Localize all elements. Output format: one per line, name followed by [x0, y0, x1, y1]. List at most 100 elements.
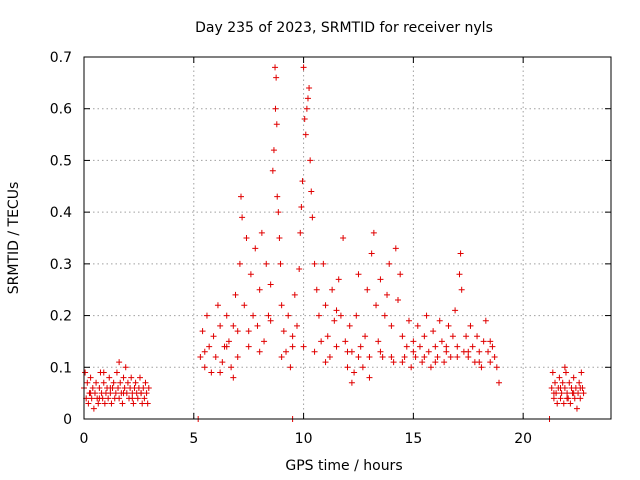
y-tick-label: 0: [63, 412, 72, 428]
data-point: [112, 390, 119, 397]
data-point: [465, 348, 472, 355]
data-point: [408, 364, 415, 371]
data-point: [550, 395, 557, 402]
data-point: [241, 302, 248, 309]
data-point: [110, 379, 117, 386]
data-point: [550, 390, 557, 397]
data-point: [121, 384, 128, 391]
chart-title: Day 235 of 2023, SRMTID for receiver nyl…: [195, 20, 493, 36]
data-point: [115, 384, 122, 391]
data-point: [258, 229, 265, 236]
data-point: [89, 384, 96, 391]
data-point: [392, 245, 399, 252]
data-point: [82, 369, 89, 376]
data-point: [571, 395, 578, 402]
data-point: [116, 395, 123, 402]
data-point: [311, 260, 318, 267]
data-point: [454, 343, 461, 350]
data-point: [230, 322, 237, 329]
data-point: [96, 384, 103, 391]
data-point: [576, 379, 583, 386]
data-point: [203, 312, 210, 319]
data-point: [245, 343, 252, 350]
data-point: [377, 348, 384, 355]
data-point: [129, 395, 136, 402]
data-point: [452, 307, 459, 314]
data-point: [397, 271, 404, 278]
data-point: [210, 333, 217, 340]
data-point: [140, 384, 147, 391]
data-point: [134, 395, 141, 402]
data-point: [299, 178, 306, 185]
data-point: [139, 400, 146, 407]
data-point: [548, 384, 555, 391]
data-point: [280, 328, 287, 335]
data-point: [289, 333, 296, 340]
data-point: [143, 390, 150, 397]
data-point: [399, 333, 406, 340]
data-point: [493, 364, 500, 371]
data-point: [458, 286, 465, 293]
data-point: [427, 364, 434, 371]
data-point: [432, 343, 439, 350]
data-point: [467, 322, 474, 329]
data-point: [96, 395, 103, 402]
y-tick-label: 0.6: [50, 102, 72, 118]
y-tick-label: 0.7: [50, 50, 72, 66]
data-point: [217, 369, 224, 376]
x-tick-label: 10: [295, 431, 313, 447]
data-point: [298, 203, 305, 210]
data-point: [556, 374, 563, 381]
data-point: [552, 379, 559, 386]
data-point: [223, 312, 230, 319]
y-tick-label: 0.4: [50, 205, 72, 221]
data-point: [95, 400, 102, 407]
data-point: [223, 343, 230, 350]
data-point: [485, 348, 492, 355]
data-point: [359, 364, 366, 371]
data-point: [122, 364, 129, 371]
data-point: [293, 322, 300, 329]
data-point: [278, 353, 285, 360]
data-point: [379, 353, 386, 360]
data-point: [577, 384, 584, 391]
data-point: [463, 333, 470, 340]
data-point: [557, 395, 564, 402]
data-point: [416, 343, 423, 350]
y-tick-label: 0.3: [50, 257, 72, 273]
data-point: [217, 322, 224, 329]
data-point: [309, 214, 316, 221]
data-point: [489, 343, 496, 350]
data-point: [421, 353, 428, 360]
data-point: [469, 343, 476, 350]
data-point: [491, 353, 498, 360]
data-point: [87, 374, 94, 381]
data-point: [377, 276, 384, 283]
data-point: [93, 379, 100, 386]
data-point: [340, 235, 347, 241]
data-point: [238, 193, 245, 200]
data-point: [85, 400, 92, 407]
data-point: [438, 338, 445, 345]
data-point: [423, 312, 430, 319]
data-point: [142, 379, 149, 386]
data-point: [322, 302, 329, 309]
data-point: [412, 353, 419, 360]
data-point: [289, 343, 296, 350]
data-point: [454, 353, 461, 360]
data-point: [414, 322, 421, 329]
data-point: [476, 348, 483, 355]
y-tick-label: 0.2: [50, 309, 72, 325]
data-point: [201, 348, 208, 355]
data-point: [436, 317, 443, 324]
data-point: [399, 359, 406, 366]
data-point: [344, 364, 351, 371]
data-point: [313, 286, 320, 293]
data-point: [368, 250, 375, 257]
data-point: [419, 359, 426, 366]
data-point: [120, 374, 127, 381]
data-point: [331, 317, 338, 324]
data-point: [375, 338, 382, 345]
data-point: [496, 379, 503, 386]
